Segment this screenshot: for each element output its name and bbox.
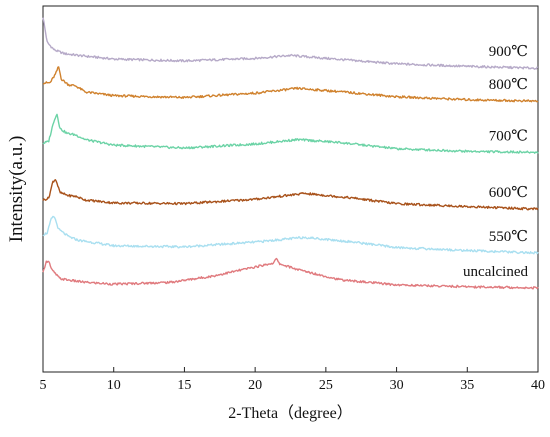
series-label: 550℃: [489, 229, 528, 245]
plot-area: [42, 5, 539, 373]
series-group: [42, 17, 539, 290]
series-label: uncalcined: [463, 264, 528, 280]
x-axis-label: 2-Theta（degree）: [228, 404, 352, 422]
series-label: 800℃: [489, 77, 528, 93]
series-labels: 900℃ 800℃ 700℃ 600℃ 550℃ uncalcined: [463, 44, 528, 280]
series-line: [42, 113, 539, 154]
series-label: 600℃: [489, 185, 528, 201]
x-tick-label: 5: [40, 378, 47, 393]
x-tick-label: 30: [390, 378, 404, 393]
x-tick-label: 40: [531, 378, 545, 393]
x-tick-label: 25: [319, 378, 333, 393]
series-line: [42, 17, 539, 70]
series-line: [42, 66, 539, 103]
x-tick-label: 15: [177, 378, 191, 393]
plot-frame: [42, 5, 539, 373]
series-label: 900℃: [489, 44, 528, 60]
series-line: [42, 215, 539, 255]
x-ticks: 5 10 15 20 25 30 35 40: [40, 367, 545, 393]
y-axis-label: Intensity(a.u.): [6, 136, 27, 243]
x-tick-label: 10: [107, 378, 121, 393]
x-tick-label: 20: [248, 378, 262, 393]
series-label: 700℃: [489, 128, 528, 144]
series-line: [42, 179, 539, 211]
x-tick-label: 35: [460, 378, 474, 393]
series-line: [42, 257, 539, 290]
